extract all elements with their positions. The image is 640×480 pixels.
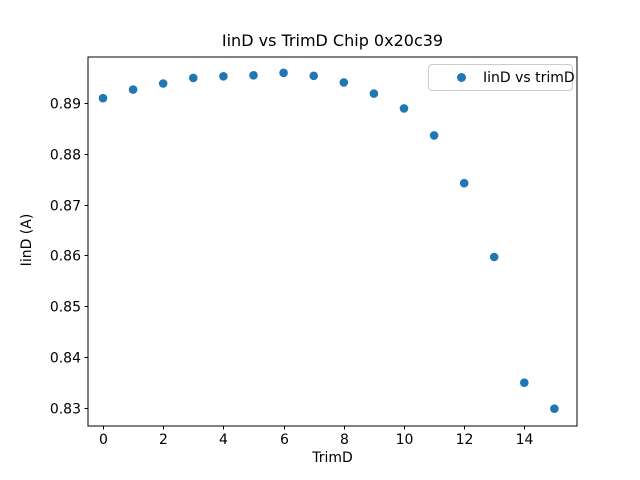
x-tick-label: 10 (396, 432, 414, 448)
y-axis-label: IinD (A) (19, 213, 35, 267)
x-tick-label: 8 (340, 432, 349, 448)
y-tick-label: 0.84 (50, 351, 81, 367)
x-tick-label: 14 (516, 432, 534, 448)
data-point (189, 73, 198, 83)
data-point (520, 378, 529, 388)
data-point (339, 78, 349, 87)
data-point (369, 89, 379, 98)
legend-marker-icon (457, 73, 466, 82)
y-tick-label: 0.89 (50, 97, 81, 113)
data-point (459, 178, 469, 188)
data-point (489, 252, 499, 262)
data-point (219, 72, 228, 81)
x-tick-label: 12 (456, 432, 474, 448)
data-point (279, 68, 288, 78)
x-axis-label: TrimD (312, 450, 353, 466)
x-tick-label: 2 (159, 432, 168, 448)
y-tick-label: 0.85 (50, 300, 81, 316)
data-point (399, 104, 409, 113)
legend-label: IinD vs trimD (483, 69, 575, 86)
data-point (98, 93, 108, 103)
axes-frame (87, 56, 578, 427)
y-tick-label: 0.83 (50, 402, 81, 418)
data-point (128, 85, 138, 94)
y-tick-label: 0.87 (50, 199, 81, 215)
data-point (249, 71, 258, 80)
x-tick-label: 6 (280, 432, 289, 448)
data-point (158, 79, 168, 88)
y-tick-label: 0.88 (50, 148, 81, 164)
data-point (309, 71, 319, 81)
legend: IinD vs trimD (428, 64, 575, 91)
data-point (429, 131, 439, 140)
x-tick-label: 4 (219, 432, 228, 448)
x-tick-label: 0 (99, 432, 108, 448)
data-point (550, 404, 559, 414)
chart-title: IinD vs TrimD Chip 0x20c39 (221, 31, 444, 50)
y-tick-label: 0.86 (50, 249, 81, 265)
